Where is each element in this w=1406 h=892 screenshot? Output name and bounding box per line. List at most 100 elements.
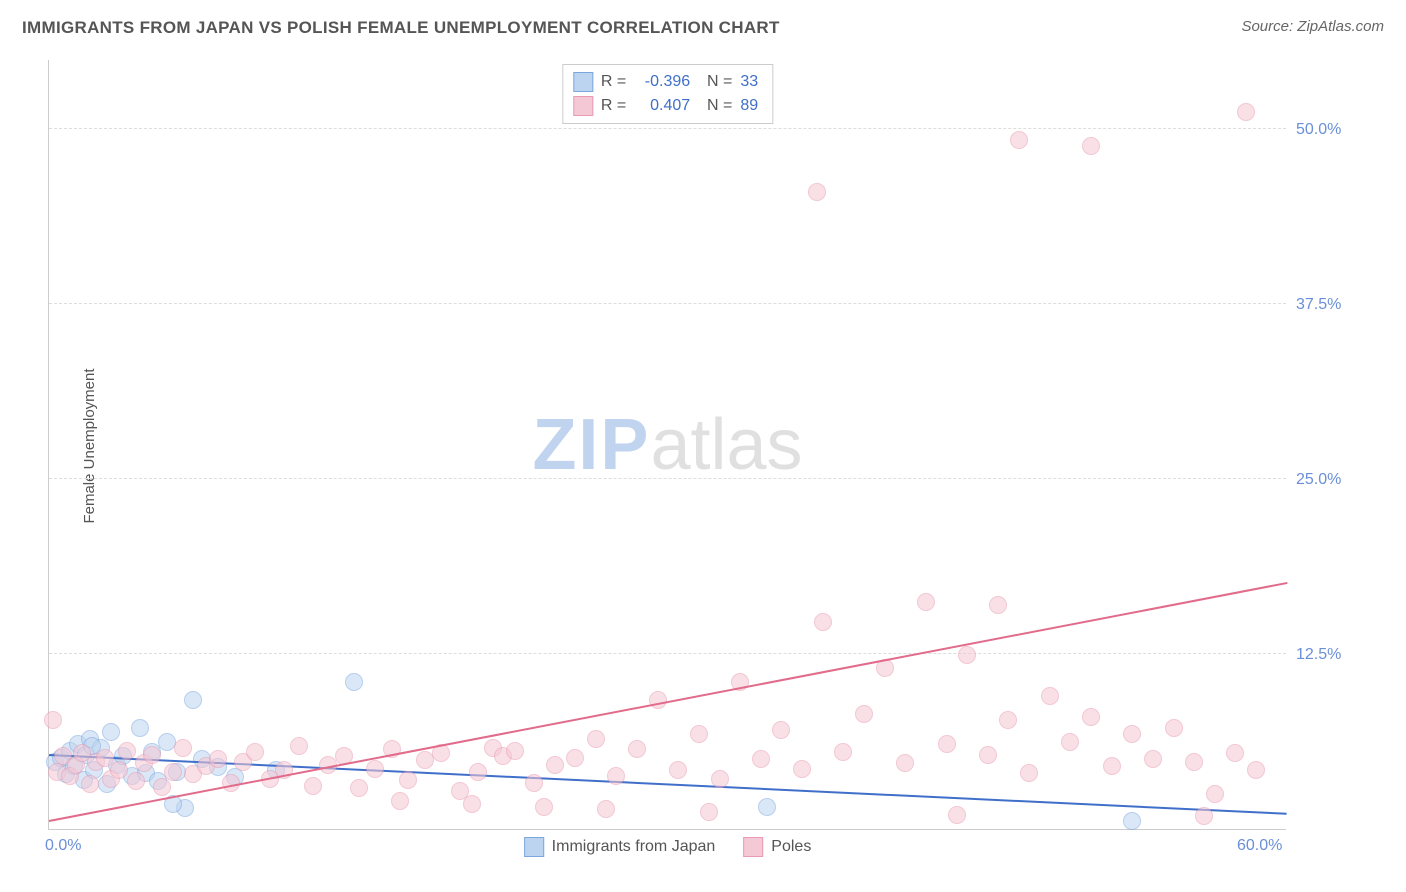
y-tick-label: 25.0% (1296, 471, 1396, 489)
y-tick-label: 12.5% (1296, 646, 1396, 664)
data-point (1247, 761, 1265, 779)
data-point (597, 800, 615, 818)
data-point (1195, 807, 1213, 825)
series-legend: Immigrants from Japan Poles (524, 837, 812, 857)
data-point (1103, 757, 1121, 775)
data-point (399, 771, 417, 789)
data-point (649, 691, 667, 709)
data-point (917, 593, 935, 611)
data-point (1165, 719, 1183, 737)
data-point (1020, 764, 1038, 782)
data-point (209, 750, 227, 768)
legend-item-japan: Immigrants from Japan (524, 837, 716, 857)
data-point (1185, 753, 1203, 771)
data-point (416, 751, 434, 769)
data-point (669, 761, 687, 779)
data-point (1061, 733, 1079, 751)
data-point (999, 711, 1017, 729)
data-point (1082, 708, 1100, 726)
grid-line (49, 478, 1286, 479)
legend-item-poles: Poles (743, 837, 811, 857)
data-point (143, 746, 161, 764)
data-point (469, 763, 487, 781)
data-point (127, 772, 145, 790)
data-point (958, 646, 976, 664)
watermark: ZIPatlas (532, 404, 802, 486)
data-point (855, 705, 873, 723)
data-point (44, 711, 62, 729)
r-value-japan: -0.396 (634, 70, 690, 94)
data-point (587, 730, 605, 748)
trend-line (49, 582, 1287, 822)
data-point (81, 775, 99, 793)
data-point (772, 721, 790, 739)
n-value-poles: 89 (740, 94, 758, 118)
swatch-poles-icon (743, 837, 763, 857)
n-value-japan: 33 (740, 70, 758, 94)
y-tick-label: 37.5% (1296, 296, 1396, 314)
legend-label-poles: Poles (771, 838, 811, 856)
grid-line (49, 653, 1286, 654)
data-point (1041, 687, 1059, 705)
data-point (506, 742, 524, 760)
data-point (153, 778, 171, 796)
data-point (158, 733, 176, 751)
data-point (304, 777, 322, 795)
plot-area: ZIPatlas R = -0.396 N = 33 R = 0.407 N =… (48, 60, 1286, 830)
data-point (793, 760, 811, 778)
data-point (1010, 131, 1028, 149)
data-point (184, 691, 202, 709)
data-point (1206, 785, 1224, 803)
data-point (118, 742, 136, 760)
data-point (690, 725, 708, 743)
data-point (752, 750, 770, 768)
data-point (711, 770, 729, 788)
data-point (546, 756, 564, 774)
y-tick-label: 50.0% (1296, 121, 1396, 139)
data-point (758, 798, 776, 816)
data-point (989, 596, 1007, 614)
correlation-legend: R = -0.396 N = 33 R = 0.407 N = 89 (562, 64, 773, 124)
grid-line (49, 128, 1286, 129)
data-point (814, 613, 832, 631)
legend-row-poles: R = 0.407 N = 89 (573, 94, 758, 118)
data-point (1082, 137, 1100, 155)
chart-title: IMMIGRANTS FROM JAPAN VS POLISH FEMALE U… (22, 18, 780, 38)
data-point (246, 743, 264, 761)
data-point (607, 767, 625, 785)
data-point (834, 743, 852, 761)
data-point (1226, 744, 1244, 762)
data-point (525, 774, 543, 792)
data-point (463, 795, 481, 813)
data-point (700, 803, 718, 821)
data-point (391, 792, 409, 810)
source-label: Source: ZipAtlas.com (1241, 18, 1384, 35)
swatch-japan-icon (524, 837, 544, 857)
data-point (350, 779, 368, 797)
data-point (566, 749, 584, 767)
data-point (979, 746, 997, 764)
legend-row-japan: R = -0.396 N = 33 (573, 70, 758, 94)
chart-container: IMMIGRANTS FROM JAPAN VS POLISH FEMALE U… (0, 0, 1406, 892)
data-point (1123, 812, 1141, 830)
data-point (1123, 725, 1141, 743)
legend-label-japan: Immigrants from Japan (552, 838, 716, 856)
x-tick-label: 0.0% (45, 837, 81, 855)
data-point (808, 183, 826, 201)
data-point (174, 739, 192, 757)
data-point (290, 737, 308, 755)
data-point (1237, 103, 1255, 121)
data-point (366, 760, 384, 778)
data-point (102, 723, 120, 741)
swatch-poles (573, 96, 593, 116)
data-point (896, 754, 914, 772)
data-point (131, 719, 149, 737)
data-point (628, 740, 646, 758)
grid-line (49, 303, 1286, 304)
data-point (110, 761, 128, 779)
swatch-japan (573, 72, 593, 92)
data-point (345, 673, 363, 691)
data-point (938, 735, 956, 753)
data-point (948, 806, 966, 824)
data-point (535, 798, 553, 816)
